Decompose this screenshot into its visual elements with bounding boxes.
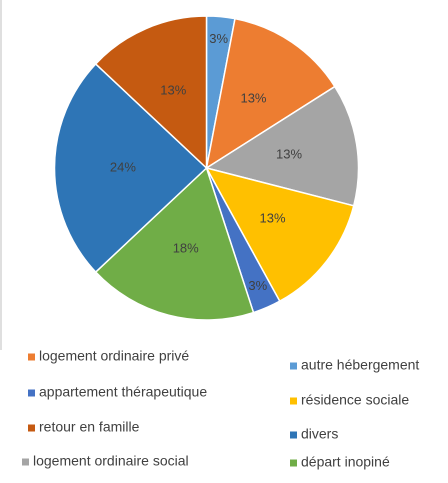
data-label: 24% — [110, 159, 136, 174]
data-label: 3% — [209, 31, 228, 46]
legend-label: logement ordinaire social — [33, 453, 189, 469]
legend-label: logement ordinaire privé — [39, 348, 189, 364]
pie-slice — [205, 17, 336, 170]
legend-swatch — [28, 353, 35, 361]
data-label: 13% — [276, 146, 302, 161]
data-label: 13% — [240, 90, 266, 105]
legend-swatch — [28, 389, 35, 397]
data-label: 18% — [173, 240, 199, 255]
legend-swatch — [290, 431, 297, 439]
legend-label: autre hébergement — [301, 357, 419, 373]
pie-slice — [94, 166, 255, 321]
data-label: 3% — [248, 278, 267, 293]
data-label: 13% — [160, 83, 186, 98]
legend-swatch — [290, 362, 297, 370]
legend-label: départ inopiné — [301, 454, 390, 470]
legend-label: résidence sociale — [301, 392, 409, 408]
legend-label: retour en famille — [39, 419, 140, 435]
pie-slice — [94, 15, 208, 170]
legend-swatch — [290, 459, 297, 467]
data-label: 13% — [260, 211, 286, 226]
legend-swatch — [22, 458, 29, 466]
legend-swatch — [28, 424, 35, 432]
pie-slice — [204, 85, 360, 207]
legend-label: appartement thérapeutique — [39, 384, 207, 400]
pie-slice — [205, 166, 355, 303]
pie-slice — [53, 62, 208, 274]
legend-label: divers — [301, 426, 338, 442]
legend-swatch — [290, 397, 297, 405]
